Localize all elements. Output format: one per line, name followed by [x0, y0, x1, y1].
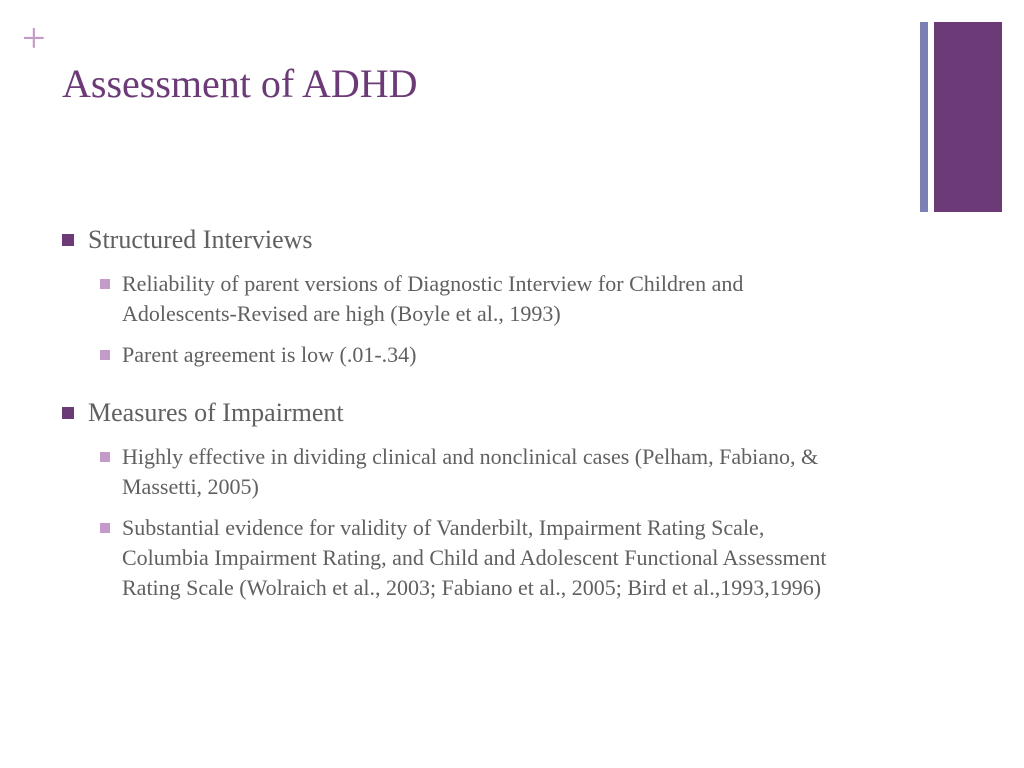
list-item-label: Measures of Impairment: [88, 398, 344, 428]
sub-list-item: Reliability of parent versions of Diagno…: [100, 269, 842, 328]
list-item-header: Measures of Impairment: [62, 398, 842, 428]
list-item: Measures of Impairment Highly effective …: [62, 398, 842, 602]
bullet-light-icon: [100, 350, 110, 360]
sub-list-item: Highly effective in dividing clinical an…: [100, 442, 842, 501]
sub-list-text: Reliability of parent versions of Diagno…: [122, 269, 842, 328]
sub-list: Highly effective in dividing clinical an…: [62, 442, 842, 602]
bullet-light-icon: [100, 523, 110, 533]
sub-list-text: Highly effective in dividing clinical an…: [122, 442, 842, 501]
accent-bar-thick: [934, 22, 1002, 212]
sub-list-text: Parent agreement is low (.01-.34): [122, 340, 416, 370]
list-item: Structured Interviews Reliability of par…: [62, 225, 842, 370]
list-item-header: Structured Interviews: [62, 225, 842, 255]
slide-content: Structured Interviews Reliability of par…: [62, 225, 842, 631]
accent-bar-thin: [920, 22, 928, 212]
list-item-label: Structured Interviews: [88, 225, 313, 255]
slide-title: Assessment of ADHD: [62, 60, 418, 107]
sub-list-text: Substantial evidence for validity of Van…: [122, 513, 842, 602]
sub-list: Reliability of parent versions of Diagno…: [62, 269, 842, 370]
bullet-light-icon: [100, 279, 110, 289]
sub-list-item: Substantial evidence for validity of Van…: [100, 513, 842, 602]
accent-bars: [920, 22, 1002, 212]
plus-icon: +: [22, 18, 46, 60]
bullet-dark-icon: [62, 234, 74, 246]
sub-list-item: Parent agreement is low (.01-.34): [100, 340, 842, 370]
bullet-light-icon: [100, 452, 110, 462]
bullet-dark-icon: [62, 407, 74, 419]
